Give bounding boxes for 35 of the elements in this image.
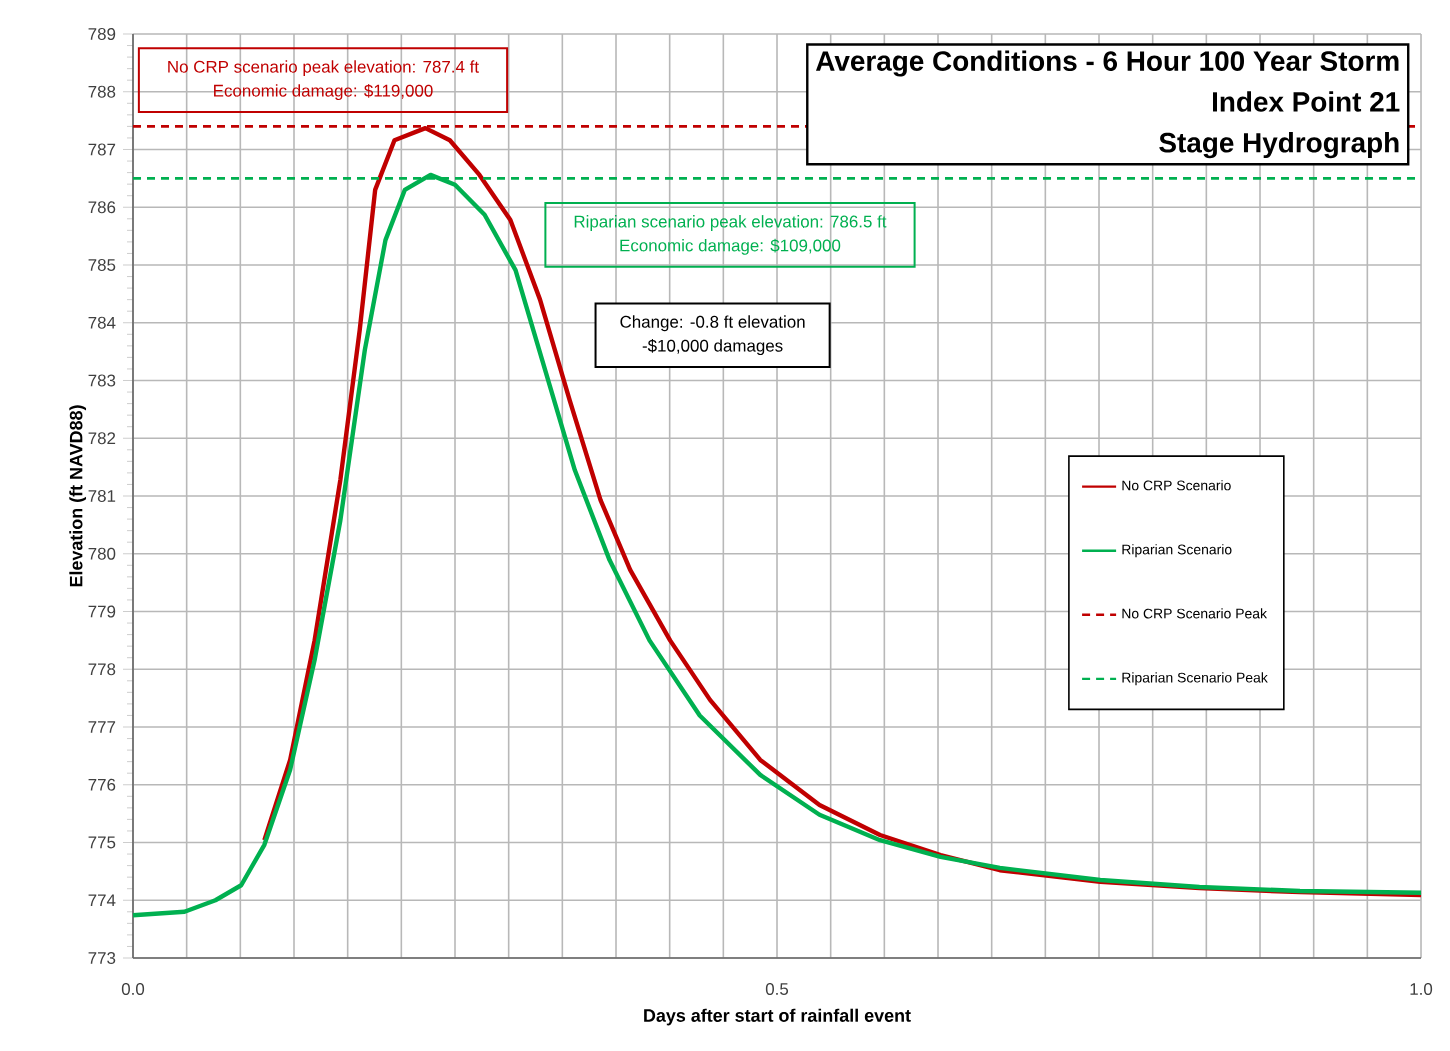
annotation: Economic damage: $119,000 (214, 84, 433, 101)
y-tick-label: 787 (88, 143, 116, 156)
y-tick-label: 776 (88, 778, 116, 791)
y-tick-label: 789 (88, 28, 116, 40)
text: Average Conditions - 6 Hour 100 Year Storm (815, 50, 1399, 77)
y-tick-label: 779 (88, 605, 116, 618)
legend-label: Riparian Scenario (1122, 544, 1232, 558)
annotation: Change: -0.8 ft elevation (620, 315, 805, 332)
legend-label: No CRP Scenario (1122, 480, 1231, 491)
y-tick-label: 774 (88, 894, 116, 907)
annotation: Riparian scenario peak elevation: 786.5 ft (574, 215, 887, 231)
annotation: Stage Hydrograph (1159, 132, 1399, 159)
annotation: Economic damage: $109,000 (620, 238, 841, 255)
y-axis-title: Elevation (ft NAVD88) (69, 405, 87, 587)
legend-label: No CRP Scenario Peak (1122, 608, 1268, 619)
y-tick-label: 777 (88, 721, 116, 733)
annotation: -$10,000 damages (642, 339, 783, 356)
y-tick-label: 784 (88, 316, 116, 329)
y-tick-label: 778 (88, 663, 116, 676)
y-tick-label: 788 (88, 85, 116, 98)
text: Index Point 21 (1212, 91, 1400, 112)
y-tick-label: 773 (88, 952, 116, 964)
x-tick-label: 0.0 (121, 983, 145, 996)
y-tick-label: 786 (88, 201, 116, 214)
x-axis-title: Days after start of rainfall event (644, 1008, 911, 1026)
legend-label: Riparian Scenario Peak (1122, 672, 1268, 686)
y-tick-label: 781 (88, 490, 116, 502)
annotation: No CRP scenario peak elevation: 787.4 ft (168, 60, 479, 77)
x-tick-label: 0.5 (765, 983, 789, 996)
y-tick-label: 775 (88, 836, 116, 849)
y-tick-label: 785 (88, 259, 116, 271)
y-tick-label: 783 (88, 374, 116, 387)
y-tick-label: 780 (88, 547, 116, 560)
y-tick-label: 782 (88, 432, 116, 445)
x-tick-label: 1.0 (1410, 983, 1433, 996)
